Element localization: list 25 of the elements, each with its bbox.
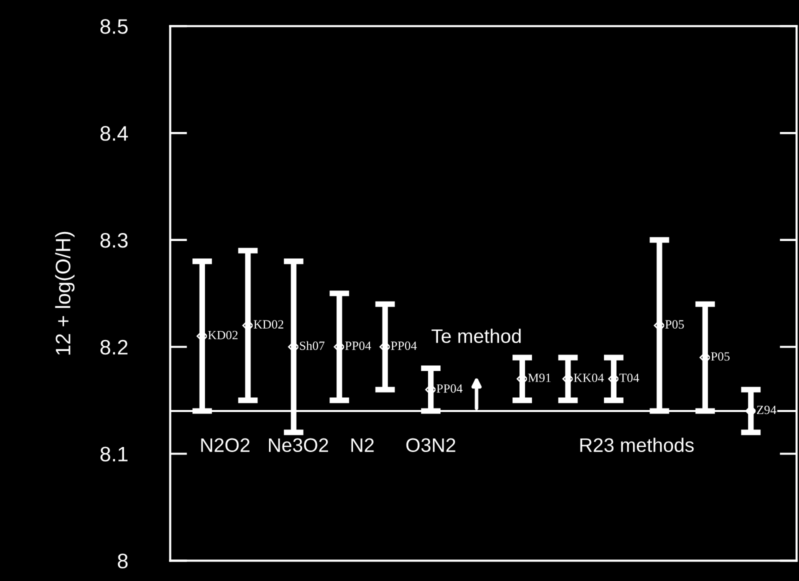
data-label: PP04 bbox=[390, 342, 417, 350]
data-label: PP04 bbox=[436, 384, 463, 393]
data-label: KK04 bbox=[574, 374, 604, 382]
annotation: Ne3O2 bbox=[269, 438, 328, 452]
y-tick-label: 8.1 bbox=[100, 446, 128, 462]
annotation: N2O2 bbox=[201, 438, 250, 452]
data-label: T04 bbox=[619, 374, 640, 382]
y-tick-label: 8 bbox=[118, 554, 128, 568]
annotation: O3N2 bbox=[406, 438, 456, 452]
y-tick-label: 8.5 bbox=[100, 19, 128, 34]
data-label: KD02 bbox=[254, 320, 284, 329]
data-label: P05 bbox=[665, 320, 684, 329]
data-label: P05 bbox=[711, 352, 730, 361]
y-tick-label: 8.3 bbox=[100, 232, 128, 248]
data-label: KD02 bbox=[208, 330, 238, 340]
annotation: N2 bbox=[351, 438, 374, 452]
data-label: Z94 bbox=[756, 406, 776, 414]
y-tick-label: 8.4 bbox=[100, 126, 128, 141]
annotation: Te method bbox=[432, 328, 521, 344]
data-label: M91 bbox=[528, 374, 551, 382]
data-label: Sh07 bbox=[300, 341, 324, 350]
data-label: PP04 bbox=[345, 342, 372, 350]
y-tick-label: 8.2 bbox=[100, 340, 128, 355]
y-axis-title: 12 + log(O/H) bbox=[55, 232, 75, 355]
annotation: R23 methods bbox=[580, 438, 694, 452]
